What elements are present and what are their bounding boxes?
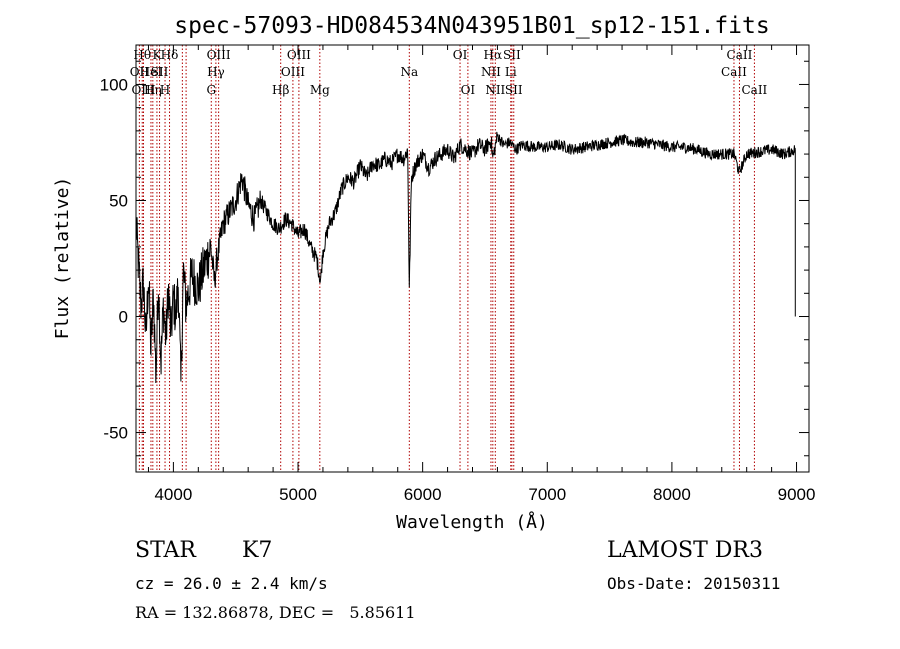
line-label: K bbox=[152, 48, 162, 62]
line-label: OIII bbox=[207, 48, 231, 62]
line-label: Hα bbox=[484, 48, 503, 62]
survey-name: LAMOST DR3 bbox=[607, 538, 763, 563]
x-tick-label: 5000 bbox=[279, 485, 317, 504]
line-label: OI bbox=[453, 48, 468, 62]
line-label: CaII bbox=[741, 83, 767, 97]
x-tick-label: 9000 bbox=[778, 485, 816, 504]
line-label: NII bbox=[481, 65, 501, 79]
plot-frame bbox=[135, 44, 810, 473]
line-label: Hη bbox=[144, 83, 162, 97]
line-label: Hθ bbox=[133, 48, 151, 62]
chart-title: spec-57093-HD084534N043951B01_sp12-151.f… bbox=[174, 13, 769, 39]
y-axis-label: Flux (relative) bbox=[52, 177, 73, 340]
line-label: OIII bbox=[281, 65, 305, 79]
x-tick-label: 6000 bbox=[404, 485, 442, 504]
observation-date: Obs-Date: 20150311 bbox=[607, 574, 781, 593]
line-label: HeI bbox=[140, 65, 163, 79]
line-label: Hδ bbox=[161, 48, 179, 62]
x-axis-label: Wavelength (Å) bbox=[396, 511, 548, 533]
line-label: Hγ bbox=[207, 65, 225, 79]
x-tick-label: 8000 bbox=[653, 485, 691, 504]
line-label: NII bbox=[485, 83, 505, 97]
x-tick-label: 4000 bbox=[154, 485, 192, 504]
redshift-cz: cz = 26.0 ± 2.4 km/s bbox=[135, 574, 328, 593]
line-label: H bbox=[160, 83, 170, 97]
line-label: OIII bbox=[287, 48, 311, 62]
line-label: CaII bbox=[727, 48, 753, 62]
emission-lines: OII Hθ OIII HeI Hη K SII H Hδ G Hγ OIII Hβ OIII OIII Mg… bbox=[130, 45, 768, 472]
y-tick-label: 100 bbox=[100, 75, 128, 94]
line-label: Li bbox=[505, 65, 517, 79]
line-label: CaII bbox=[721, 65, 747, 79]
x-tick-label: 7000 bbox=[528, 485, 566, 504]
line-label: Hβ bbox=[272, 83, 289, 97]
line-label: G bbox=[206, 83, 216, 97]
line-label: OIII bbox=[131, 83, 155, 97]
y-tick-label: -50 bbox=[103, 424, 128, 443]
line-label: Mg bbox=[310, 83, 330, 97]
object-subclass: K7 bbox=[242, 538, 273, 563]
line-label: SII bbox=[151, 65, 169, 79]
y-tick-label: 0 bbox=[119, 308, 128, 327]
line-label: OI bbox=[461, 83, 476, 97]
axis-ticks: 4000 5000 6000 7000 8000 9000 -50 0 50 100 bbox=[100, 45, 816, 504]
line-label: OII bbox=[130, 65, 150, 79]
line-label: SII bbox=[503, 48, 521, 62]
line-label: SII bbox=[505, 83, 523, 97]
flux-line bbox=[135, 131, 796, 384]
line-label: Na bbox=[400, 65, 418, 79]
flux-series bbox=[135, 131, 796, 384]
y-tick-label: 50 bbox=[109, 191, 128, 210]
object-class: STAR bbox=[135, 538, 196, 563]
ra-dec: RA = 132.86878, DEC = 5.85611 bbox=[135, 603, 416, 622]
